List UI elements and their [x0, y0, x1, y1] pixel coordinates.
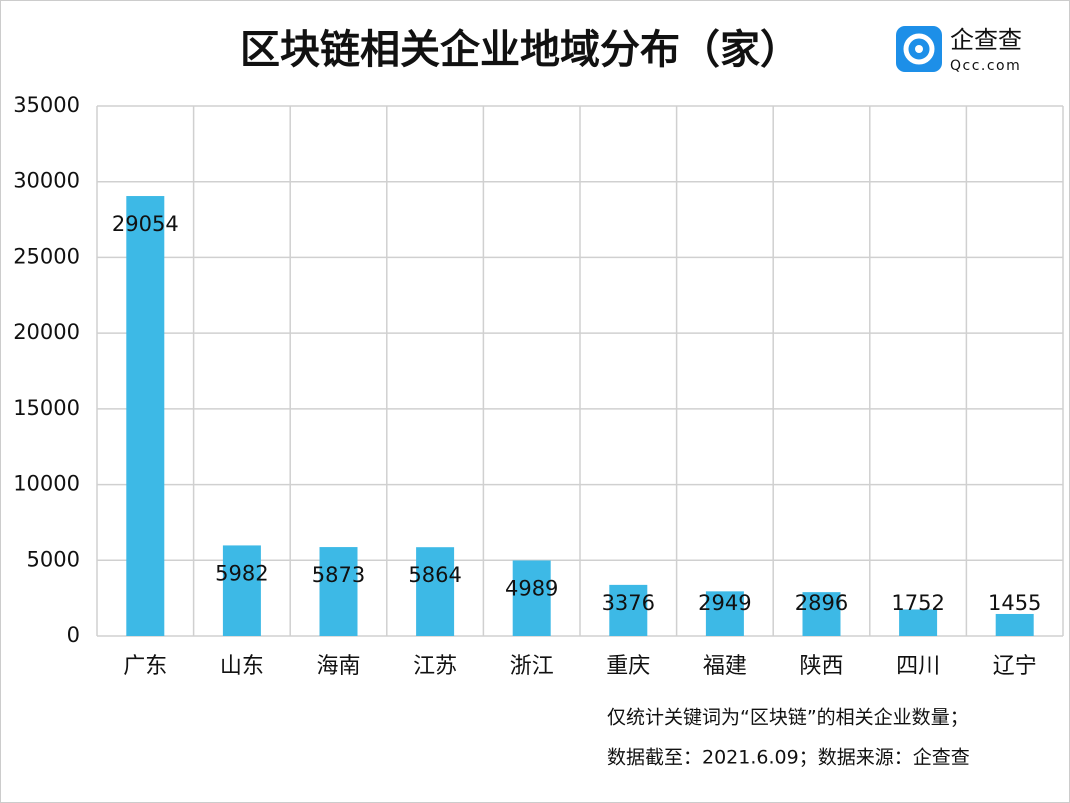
value-label: 4989	[505, 576, 558, 600]
bar	[512, 560, 551, 636]
logo-ring	[903, 33, 935, 65]
y-tick-label: 10000	[13, 472, 80, 496]
bar	[609, 584, 648, 636]
bar	[416, 547, 455, 636]
chart-title: 区块链相关企业地域分布（家）	[240, 27, 800, 73]
x-tick-label: 山东	[220, 654, 264, 679]
bar	[899, 609, 938, 636]
x-tick-label: 海南	[316, 654, 360, 679]
x-tick-label: 江苏	[413, 654, 457, 679]
bar	[705, 591, 744, 636]
y-tick-label: 35000	[13, 93, 80, 117]
y-tick-label: 0	[67, 623, 80, 647]
y-tick-label: 15000	[13, 396, 80, 420]
x-tick-label: 陕西	[799, 654, 843, 679]
value-label: 3376	[602, 591, 655, 615]
bar	[126, 196, 165, 636]
brand-logo: 企查查 Qcc.com	[896, 26, 1022, 74]
x-tick-label: 重庆	[606, 654, 650, 679]
brand-name: 企查查	[950, 26, 1022, 54]
value-label: 1455	[988, 591, 1041, 615]
value-label: 1752	[891, 591, 944, 615]
x-tick-label: 浙江	[510, 654, 554, 679]
x-tick-label: 福建	[703, 654, 747, 679]
value-label: 5864	[408, 563, 461, 587]
bar	[802, 592, 841, 636]
value-label: 2949	[698, 591, 751, 615]
value-label: 5982	[215, 561, 268, 585]
brand-domain: Qcc.com	[950, 58, 1021, 74]
bar	[995, 613, 1034, 636]
bar	[319, 547, 358, 636]
footnote: 仅统计关键词为“区块链”的相关企业数量；	[607, 707, 969, 729]
logo-dot	[915, 45, 923, 53]
value-label: 2896	[795, 591, 848, 615]
bar	[222, 545, 261, 636]
footnote: 数据截至：2021.6.09；数据来源：企查查	[607, 747, 970, 769]
y-tick-label: 30000	[13, 169, 80, 193]
x-tick-label: 四川	[896, 654, 940, 679]
y-tick-label: 25000	[13, 244, 80, 268]
y-tick-label: 20000	[13, 320, 80, 344]
x-tick-label: 广东	[123, 654, 167, 679]
x-tick-label: 辽宁	[993, 654, 1037, 679]
y-tick-label: 5000	[27, 547, 80, 571]
value-label: 29054	[112, 212, 179, 236]
value-label: 5873	[312, 563, 365, 587]
